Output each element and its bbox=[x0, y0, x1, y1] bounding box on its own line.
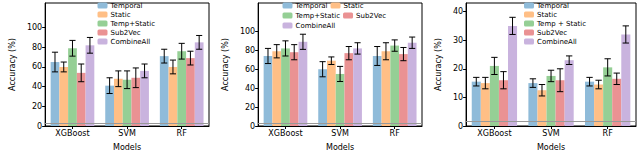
svg-text:Temp+Static: Temp+Static bbox=[295, 12, 341, 20]
svg-text:SVM: SVM bbox=[118, 129, 136, 138]
svg-text:0: 0 bbox=[458, 122, 463, 131]
svg-text:20: 20 bbox=[245, 103, 255, 112]
svg-text:Temp+Static: Temp+Static bbox=[110, 20, 156, 28]
svg-text:60: 60 bbox=[245, 65, 255, 74]
svg-text:XGBoost: XGBoost bbox=[55, 129, 89, 138]
svg-text:20: 20 bbox=[32, 102, 42, 111]
svg-text:60: 60 bbox=[32, 62, 42, 71]
svg-text:Models: Models bbox=[537, 143, 565, 152]
svg-text:Models: Models bbox=[326, 143, 354, 152]
svg-text:Sub2Vec: Sub2Vec bbox=[537, 29, 567, 37]
svg-text:100: 100 bbox=[240, 27, 255, 36]
svg-text:CombineAll: CombineAll bbox=[537, 38, 577, 46]
svg-text:10: 10 bbox=[453, 93, 463, 102]
svg-text:CombineAll: CombineAll bbox=[111, 38, 151, 46]
svg-text:80: 80 bbox=[32, 43, 42, 52]
svg-text:40: 40 bbox=[453, 7, 463, 16]
svg-text:Sub2Vec: Sub2Vec bbox=[111, 29, 141, 37]
svg-text:100: 100 bbox=[27, 23, 42, 32]
svg-text:Temporal: Temporal bbox=[536, 2, 569, 10]
svg-text:SVM: SVM bbox=[331, 129, 349, 138]
svg-text:RF: RF bbox=[603, 129, 614, 138]
svg-text:Static: Static bbox=[537, 11, 557, 19]
svg-text:40: 40 bbox=[32, 82, 42, 91]
svg-text:CombineAll: CombineAll bbox=[296, 22, 336, 30]
svg-text:Sub2Vec: Sub2Vec bbox=[356, 12, 386, 20]
svg-text:0: 0 bbox=[37, 122, 42, 131]
svg-text:RF: RF bbox=[390, 129, 401, 138]
svg-text:Accuracy (%): Accuracy (%) bbox=[221, 38, 230, 91]
svg-text:XGBoost: XGBoost bbox=[477, 129, 511, 138]
svg-text:Temporal: Temporal bbox=[110, 2, 143, 10]
svg-text:Accuracy (%): Accuracy (%) bbox=[434, 38, 443, 91]
svg-text:40: 40 bbox=[245, 84, 255, 93]
svg-text:XGBoost: XGBoost bbox=[268, 129, 302, 138]
svg-text:80: 80 bbox=[245, 46, 255, 55]
svg-text:Temporal: Temporal bbox=[295, 2, 328, 10]
svg-text:Static: Static bbox=[111, 11, 131, 19]
svg-text:Static: Static bbox=[344, 2, 364, 10]
svg-text:0: 0 bbox=[250, 122, 255, 131]
svg-text:SVM: SVM bbox=[542, 129, 560, 138]
svg-text:20: 20 bbox=[453, 64, 463, 73]
svg-text:Models: Models bbox=[113, 143, 141, 152]
svg-text:Accuracy (%): Accuracy (%) bbox=[8, 38, 17, 91]
svg-text:30: 30 bbox=[453, 36, 463, 45]
svg-text:Temp + Static: Temp + Static bbox=[536, 20, 586, 28]
svg-text:RF: RF bbox=[177, 129, 188, 138]
